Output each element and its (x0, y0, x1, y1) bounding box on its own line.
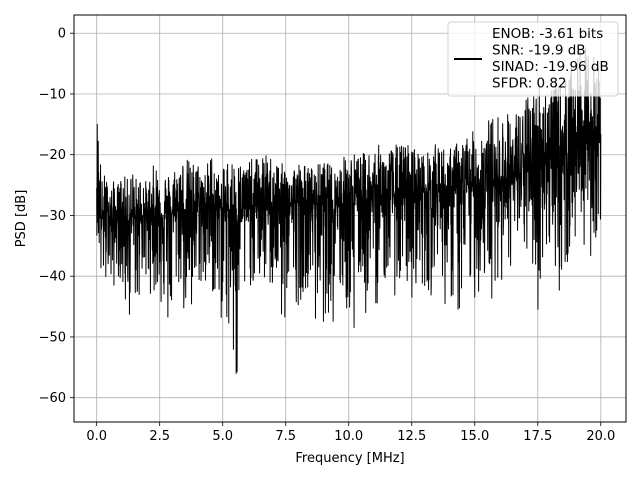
plot-frame (73, 14, 627, 423)
y-axis: 0 −10 −20 −30 −40 −50 −60 (39, 27, 74, 406)
legend-label-line: ENOB: -3.61 bits (492, 26, 603, 42)
x-axis-label: Frequency [MHz] (295, 451, 404, 466)
x-tick-label: 2.5 (149, 429, 170, 444)
series-layer (96, 48, 602, 374)
psd-series-line (96, 48, 602, 374)
x-tick-label: 15.0 (460, 429, 489, 444)
x-tick-label: 12.5 (397, 429, 426, 444)
legend-box (447, 21, 619, 97)
y-tick-label: −30 (39, 209, 66, 224)
x-tick-label: 10.0 (334, 429, 363, 444)
y-tick-label: 0 (58, 27, 66, 42)
x-tick-label: 0.0 (86, 429, 107, 444)
y-tick-label: −60 (39, 391, 66, 406)
y-axis-label: PSD [dB] (14, 190, 29, 248)
x-tick-label: 7.5 (275, 429, 296, 444)
legend-label-line: SFDR: 0.82 (492, 76, 567, 92)
y-tick-label: −10 (39, 87, 66, 102)
x-axis: 0.0 2.5 5.0 7.5 10.0 12.5 15.0 17.5 20.0 (86, 422, 615, 444)
legend-label-line: SNR: -19.9 dB (492, 43, 586, 59)
y-tick-label: −40 (39, 270, 66, 285)
x-tick-label: 20.0 (586, 429, 615, 444)
x-tick-label: 17.5 (523, 429, 552, 444)
x-tick-label: 5.0 (212, 429, 233, 444)
y-tick-label: −20 (39, 148, 66, 163)
legend-label-line: SINAD: -19.96 dB (492, 59, 609, 75)
y-tick-label: −50 (39, 330, 66, 345)
